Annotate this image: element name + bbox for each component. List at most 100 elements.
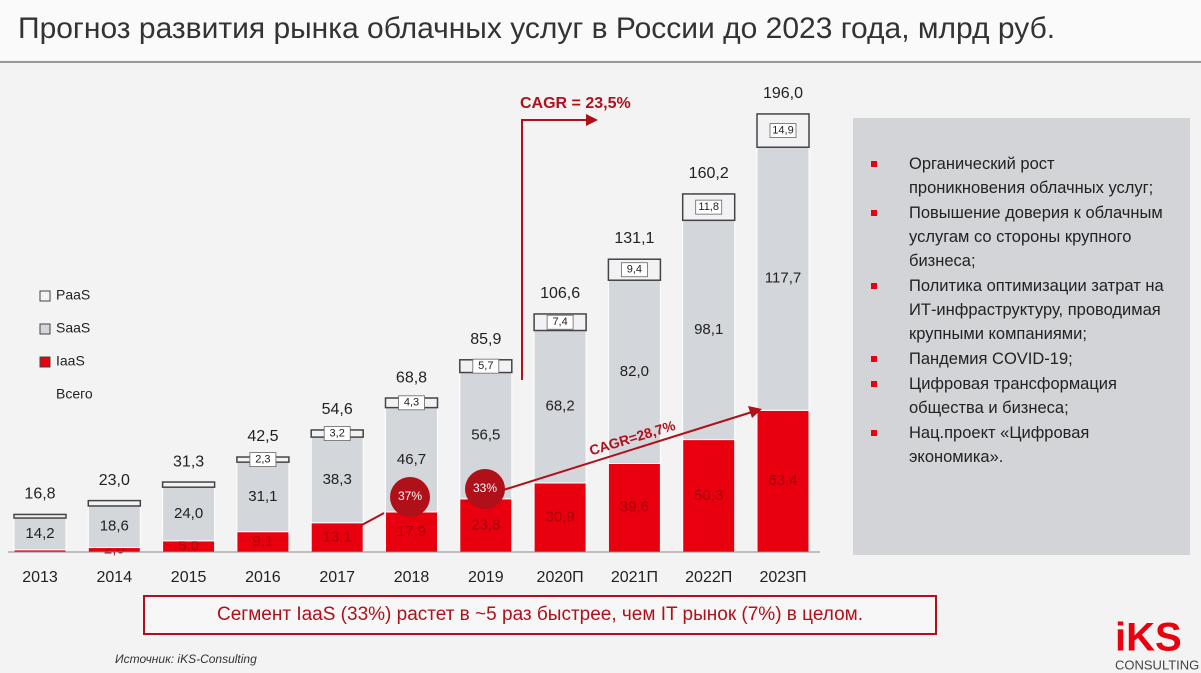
drivers: Органический рост проникновения облачных…	[853, 118, 1190, 555]
total-label: 54,6	[322, 401, 353, 418]
legend-swatch	[39, 290, 51, 302]
value-label: 17,9	[397, 523, 426, 540]
label-box	[323, 426, 351, 441]
legend-label: Всего	[56, 386, 93, 402]
total-label: 31,3	[173, 453, 204, 470]
value-label: 9,4	[627, 264, 642, 276]
total-label: 42,5	[247, 428, 278, 445]
bar-segment	[13, 513, 67, 519]
circle	[390, 477, 430, 517]
arrowhead	[586, 114, 598, 126]
value-label: 56,5	[471, 427, 500, 444]
legend-label: IaaS	[56, 353, 85, 369]
note: Сегмент IaaS (33%) растет в ~5 раз быстр…	[143, 595, 937, 635]
driver: Повышение доверия к облачным услугам со …	[871, 201, 1170, 273]
label-box	[249, 452, 277, 467]
value-label: 5,7	[478, 360, 493, 372]
value-label: 14,2	[25, 525, 54, 542]
bar-segment	[533, 330, 587, 484]
bar-segment	[385, 511, 438, 553]
circle	[465, 469, 505, 509]
bar-segment	[682, 219, 736, 441]
annotation: 37%	[398, 489, 422, 503]
x-tick-label: 2017	[319, 569, 355, 586]
total-label: 68,8	[396, 369, 427, 386]
title: Прогноз развития рынка облачных услуг в …	[18, 12, 1055, 45]
x-tick-label: 2014	[97, 569, 133, 586]
value-label: 82,0	[620, 363, 649, 380]
x-tick-label: 2020П	[537, 569, 584, 586]
value-label: 117,7	[765, 270, 801, 287]
annotation: CAGR = 23,5%	[520, 95, 631, 112]
bar-segment	[310, 436, 364, 524]
value-label: 23,8	[471, 516, 500, 533]
bar-segment	[87, 505, 141, 549]
value-label: 3,2	[330, 427, 345, 439]
value-label: 38,3	[323, 471, 352, 488]
x-tick-label: 2016	[245, 569, 281, 586]
x-tick-label: 2019	[468, 569, 504, 586]
value-label: 31,1	[248, 488, 277, 505]
total-label: 23,0	[99, 472, 130, 489]
annotation: 33%	[473, 481, 497, 495]
label-box	[695, 199, 723, 215]
bar-segment	[13, 517, 67, 551]
bar-segment	[756, 409, 810, 553]
x-tick-label: 2013	[22, 569, 58, 586]
x-tick-label: 2018	[394, 569, 430, 586]
value-label: 39,6	[620, 499, 649, 516]
bar-segment	[236, 461, 290, 533]
total-label: 16,8	[24, 486, 55, 503]
value-label: 24,0	[174, 505, 203, 522]
source: Источник: iKS-Consulting	[115, 652, 257, 666]
value-label: 13,1	[323, 528, 352, 545]
driver: Цифровая трансформация общества и бизнес…	[871, 372, 1170, 420]
value-label: 98,1	[694, 321, 723, 338]
value-label: 14,9	[772, 124, 793, 136]
value-label: 18,6	[100, 518, 129, 535]
arrow	[359, 512, 385, 527]
cagr-arrow	[521, 119, 590, 380]
legend-swatch	[39, 323, 51, 335]
label-box	[398, 395, 425, 411]
label-box	[546, 314, 574, 330]
value-label: 4,3	[404, 397, 419, 409]
value-label: 30,9	[545, 508, 574, 525]
value-label: 9,1	[252, 533, 273, 550]
cagr-arrow	[464, 411, 753, 503]
value-label: 50,3	[694, 487, 723, 504]
label-box	[472, 358, 500, 374]
bar-segment	[681, 193, 736, 222]
bar-segment	[162, 486, 216, 542]
bar-segment	[87, 499, 142, 507]
x-tick-label: 2023П	[759, 569, 806, 586]
logo-sub: CONSULTING	[1115, 657, 1199, 672]
title-bg	[0, 0, 1201, 60]
arrowhead	[748, 406, 762, 418]
x-tick-label: 2015	[171, 569, 207, 586]
x-tick-label: 2021П	[611, 569, 658, 586]
logo: iKS	[1115, 616, 1182, 660]
driver: Органический рост проникновения облачных…	[871, 152, 1170, 200]
total-label: 131,1	[614, 230, 654, 247]
value-label: 5,0	[178, 537, 199, 554]
x-tick-label: 2022П	[685, 569, 732, 586]
bar-segment	[607, 279, 661, 464]
legend-label: PaaS	[56, 287, 90, 303]
total-label: 160,2	[689, 165, 729, 182]
value-label: 68,2	[545, 398, 574, 415]
value-label: 63,4	[768, 472, 797, 489]
driver: Нац.проект «Цифровая экономика».	[871, 421, 1170, 469]
total-label: 196,0	[763, 85, 803, 102]
legend-label: SaaS	[56, 320, 90, 336]
bar-segment	[161, 481, 216, 488]
legend-swatch	[39, 356, 51, 368]
label-box	[769, 123, 797, 138]
value-label: 46,7	[397, 451, 426, 468]
total-label: 106,6	[540, 285, 580, 302]
bar-segment	[607, 462, 661, 553]
value-label: 11,8	[698, 201, 719, 213]
value-label: 7,4	[552, 316, 567, 328]
